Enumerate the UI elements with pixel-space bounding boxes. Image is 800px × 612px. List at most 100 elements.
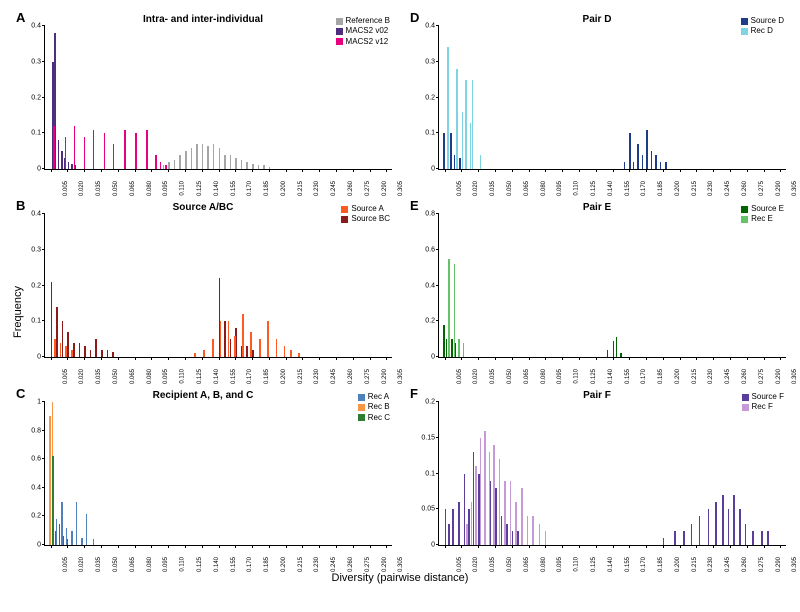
ytick: 0.2 <box>409 399 435 406</box>
bar <box>651 151 653 169</box>
bar <box>65 346 67 357</box>
bar <box>250 332 252 357</box>
bar <box>242 314 244 357</box>
bar <box>767 531 769 545</box>
x-axis-label: Diversity (pairwise distance) <box>10 572 790 584</box>
panel-d: DPair DSource DRec D00.10.20.30.40.0050.… <box>404 10 790 194</box>
bar <box>655 155 657 169</box>
bar <box>174 160 176 169</box>
bar <box>112 352 114 357</box>
bar <box>107 350 109 357</box>
bar <box>267 321 269 357</box>
bar <box>258 165 260 169</box>
xtick: 0.110 <box>180 557 186 572</box>
plot-area: 00.050.10.150.20.0050.0200.0350.0500.065… <box>438 402 786 546</box>
bar <box>456 69 458 169</box>
bar <box>163 165 165 169</box>
ytick: 0.4 <box>15 484 41 491</box>
ytick: 0.8 <box>15 427 41 434</box>
xtick: 0.215 <box>692 369 698 384</box>
bar <box>234 336 236 357</box>
bar <box>501 516 503 545</box>
xtick: 0.230 <box>314 369 320 384</box>
bar <box>445 509 447 545</box>
bar <box>93 130 95 169</box>
bar <box>459 158 461 169</box>
bar <box>674 531 676 545</box>
panel-title: Pair D <box>583 14 612 25</box>
bar <box>66 528 68 545</box>
xtick: 0.005 <box>63 369 69 384</box>
xtick: 0.065 <box>524 369 530 384</box>
bar <box>458 502 460 545</box>
bar <box>527 516 529 545</box>
xtick: 0.110 <box>180 181 186 196</box>
bar <box>230 155 232 169</box>
bar <box>642 155 644 169</box>
bar <box>752 531 754 545</box>
legend-swatch <box>741 18 748 25</box>
bar <box>629 133 631 169</box>
legend-label: Source D <box>751 16 784 26</box>
legend-swatch <box>341 206 348 213</box>
ytick: 0 <box>15 542 41 549</box>
legend-label: Source F <box>752 392 784 402</box>
bar <box>68 162 70 169</box>
bar <box>480 155 482 169</box>
legend-item: Rec A <box>358 392 390 402</box>
bar <box>212 339 214 357</box>
xtick: 0.110 <box>574 557 580 572</box>
xtick: 0.005 <box>457 557 463 572</box>
bar <box>124 130 126 169</box>
bar <box>235 158 237 169</box>
bar <box>95 339 97 357</box>
bar <box>252 164 254 169</box>
xtick: 0.050 <box>507 557 513 572</box>
ytick: 0 <box>15 166 41 173</box>
bar <box>708 509 710 545</box>
bar <box>616 337 618 357</box>
bar <box>451 339 453 357</box>
xtick: 0.125 <box>591 557 597 572</box>
ytick: 0.4 <box>15 23 41 30</box>
xtick: 0.125 <box>197 369 203 384</box>
xtick: 0.110 <box>574 181 580 196</box>
ytick: 0.2 <box>15 94 41 101</box>
panel-title: Intra- and inter-individual <box>143 14 263 25</box>
xtick: 0.140 <box>608 557 614 572</box>
ytick: 0.2 <box>15 282 41 289</box>
bar <box>220 321 222 357</box>
bar <box>739 509 741 545</box>
bar <box>196 144 198 169</box>
bar <box>691 524 693 545</box>
ytick: 1 <box>15 399 41 406</box>
xtick: 0.200 <box>281 557 287 572</box>
xtick: 0.035 <box>490 369 496 384</box>
xtick: 0.095 <box>163 181 169 196</box>
xtick: 0.200 <box>281 369 287 384</box>
bar <box>663 538 665 545</box>
xtick: 0.155 <box>231 557 237 572</box>
xtick: 0.155 <box>625 557 631 572</box>
bar <box>515 502 517 545</box>
bar <box>545 531 547 545</box>
xtick: 0.005 <box>63 557 69 572</box>
ytick: 0.1 <box>409 130 435 137</box>
xtick: 0.095 <box>163 557 169 572</box>
panel-title: Recipient A, B, and C <box>153 390 254 401</box>
bar <box>224 155 226 169</box>
ytick: 0.05 <box>409 506 435 513</box>
bar <box>269 167 271 169</box>
bar <box>74 126 76 169</box>
bar <box>448 259 450 357</box>
ytick: 0.3 <box>15 58 41 65</box>
xtick: 0.140 <box>214 181 220 196</box>
bar <box>54 339 56 357</box>
bar <box>298 353 300 357</box>
xtick: 0.215 <box>692 181 698 196</box>
bar <box>733 495 735 545</box>
xtick: 0.065 <box>130 557 136 572</box>
xtick: 0.230 <box>708 557 714 572</box>
bar <box>76 502 78 545</box>
panel-e: EPair ESource ERec E00.20.40.60.80.0050.… <box>404 198 790 382</box>
